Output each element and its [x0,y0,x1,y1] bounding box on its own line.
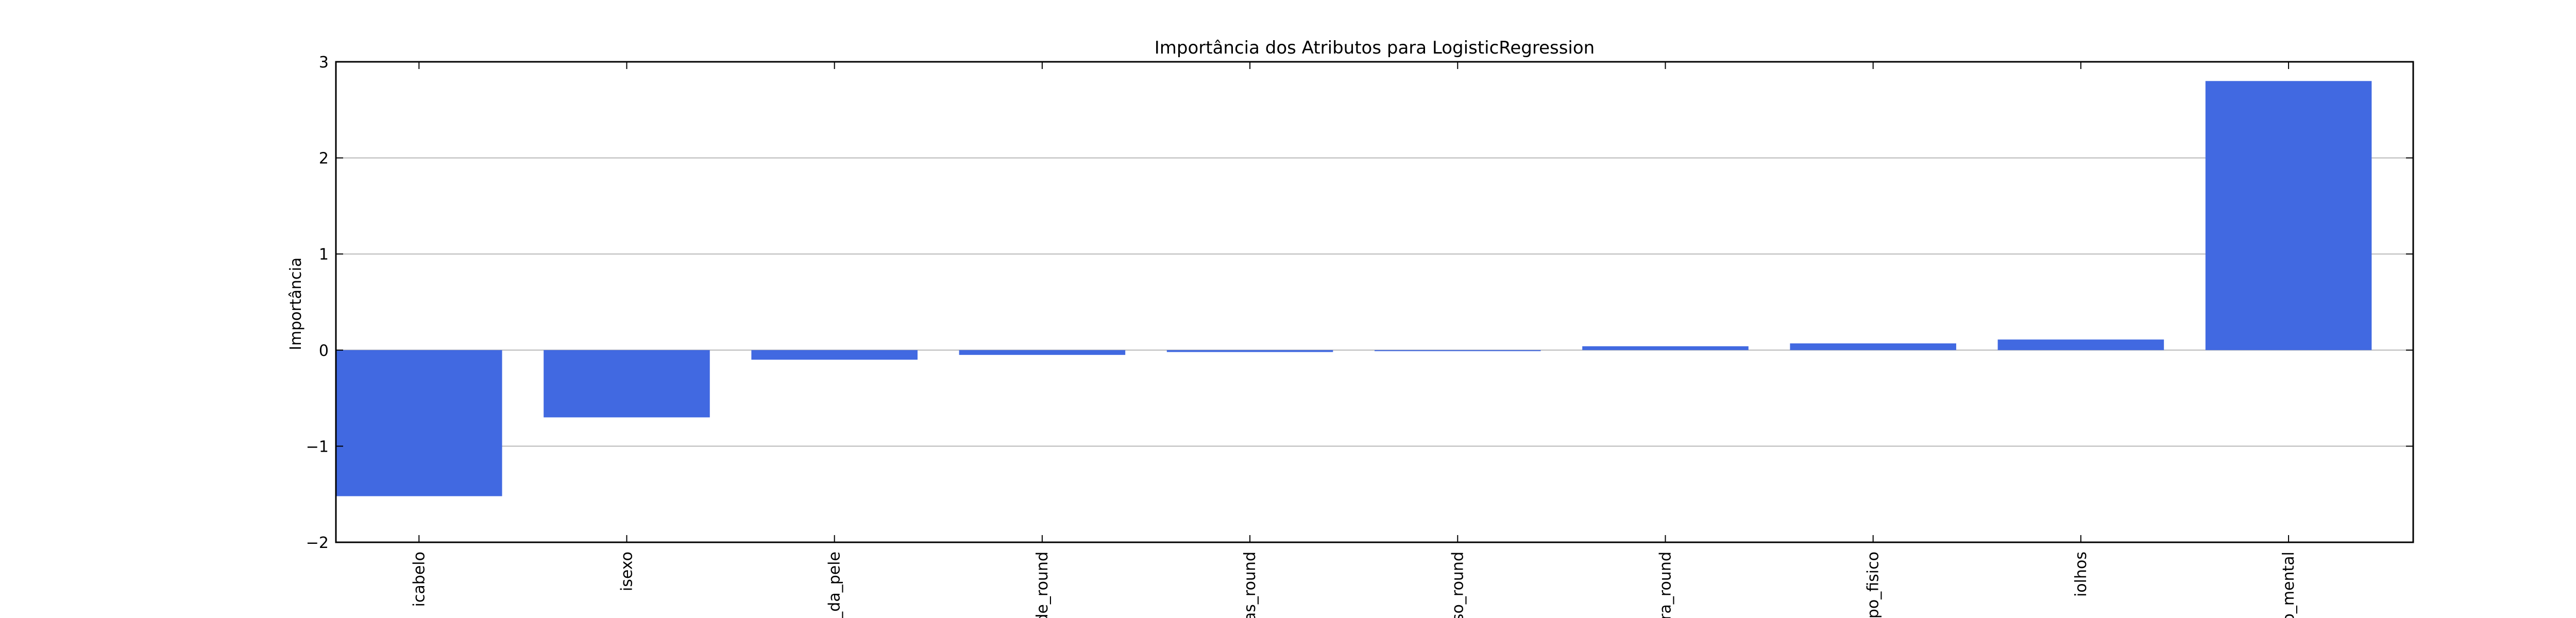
x-tick-label: de_round [1033,552,1052,618]
y-axis-label: Importância [287,258,305,350]
bar [1166,350,1333,352]
y-tick-label: 0 [319,342,329,360]
y-tick-label: −1 [306,438,329,456]
bar [544,350,710,418]
x-tick-label: r_da_pele [826,552,844,618]
x-tick-label: ura_round [1656,552,1674,618]
bar [1375,350,1541,351]
y-tick-label: −2 [306,534,329,552]
chart-title: Importância dos Atributos para LogisticR… [1155,38,1595,58]
bar [959,350,1126,355]
x-tick-label: eso_round [1449,552,1467,618]
bar [2205,81,2372,350]
bar [751,350,918,360]
bar [1790,343,1956,350]
x-tick-label: isexo [618,552,636,591]
plot-frame [335,61,2414,543]
y-tick-label: 3 [319,54,329,72]
x-tick-label: tipo_fisico [1865,552,1883,618]
y-tick-label: 2 [319,150,329,168]
axis-ticks: −2 −1 0 1 2 3 icabelo isexo r_da_pele de_round ias… [306,54,2413,618]
x-tick-label: ias_round [1241,552,1259,618]
bar [1582,346,1749,350]
bars [336,81,2372,496]
y-tick-label: 1 [319,246,329,264]
x-tick-label: iolhos [2072,552,2090,597]
x-tick-label: icabelo [410,552,428,607]
bar [1997,339,2164,350]
bar [336,350,502,496]
x-tick-label: o_mental [2280,552,2298,618]
